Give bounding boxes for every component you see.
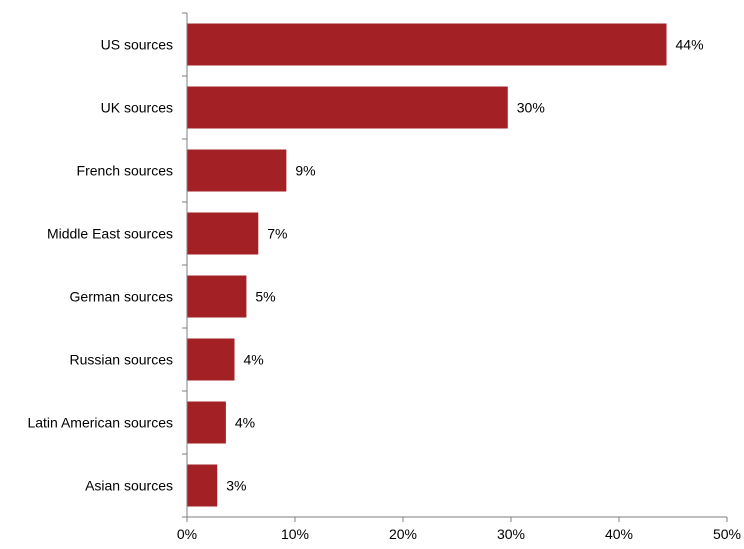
labels-layer: US sources 44% UK sources 30% French sources… bbox=[27, 37, 741, 543]
data-label: 5% bbox=[255, 289, 275, 305]
data-label: 30% bbox=[517, 100, 545, 116]
data-label: 3% bbox=[226, 478, 246, 494]
data-label: 7% bbox=[267, 226, 287, 242]
category-label: Russian sources bbox=[70, 352, 174, 368]
category-label: French sources bbox=[77, 163, 173, 179]
category-label: German sources bbox=[70, 289, 173, 305]
data-label: 4% bbox=[244, 352, 264, 368]
data-label: 44% bbox=[676, 37, 704, 53]
data-label: 4% bbox=[235, 415, 255, 431]
bar bbox=[187, 86, 508, 129]
x-tick-label: 50% bbox=[713, 526, 741, 542]
bar bbox=[187, 401, 226, 444]
category-label: US sources bbox=[101, 37, 173, 53]
bar bbox=[187, 338, 235, 381]
category-label: Asian sources bbox=[85, 478, 173, 494]
data-label: 9% bbox=[295, 163, 315, 179]
x-tick-label: 40% bbox=[605, 526, 633, 542]
x-tick-label: 30% bbox=[497, 526, 525, 542]
x-tick-label: 20% bbox=[389, 526, 417, 542]
bar bbox=[187, 275, 247, 318]
category-label: UK sources bbox=[101, 100, 173, 116]
bar bbox=[187, 464, 218, 507]
x-tick-label: 0% bbox=[177, 526, 197, 542]
bar bbox=[187, 23, 667, 66]
bars-layer bbox=[187, 23, 667, 507]
x-tick-label: 10% bbox=[281, 526, 309, 542]
category-label: Latin American sources bbox=[27, 415, 173, 431]
category-label: Middle East sources bbox=[47, 226, 173, 242]
bar bbox=[187, 212, 259, 255]
bar bbox=[187, 149, 287, 192]
axes-layer bbox=[182, 12, 728, 522]
